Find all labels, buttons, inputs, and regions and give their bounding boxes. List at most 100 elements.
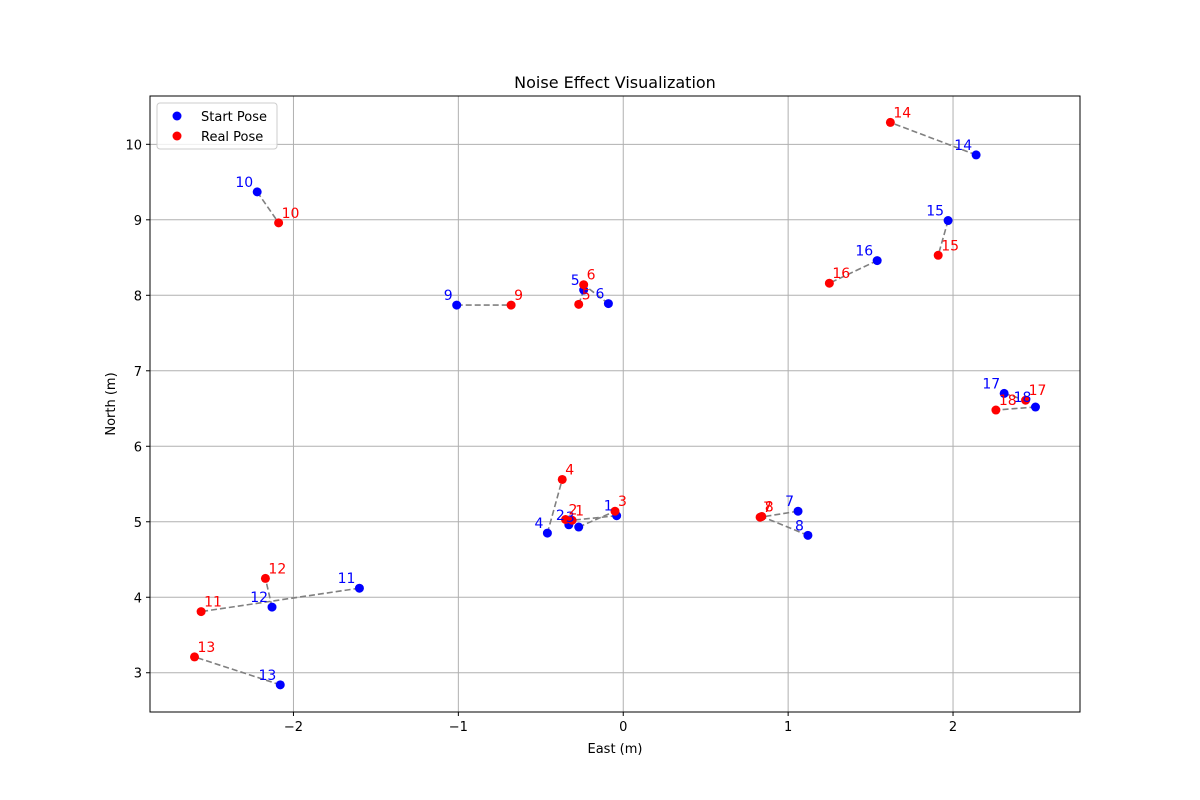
real-pose-label: 10 — [282, 206, 300, 222]
real-pose-point — [274, 218, 284, 228]
x-tick-label: 1 — [784, 720, 792, 735]
real-pose-point — [557, 474, 567, 484]
real-pose-point — [579, 280, 589, 290]
real-pose-label: 13 — [198, 640, 216, 656]
legend-label: Real Pose — [201, 130, 263, 145]
start-pose-label: 13 — [258, 668, 276, 684]
start-pose-point — [354, 583, 364, 593]
start-pose-label: 1 — [604, 499, 613, 515]
real-pose-point — [506, 300, 516, 310]
x-axis-label: East (m) — [588, 742, 643, 757]
x-tick-label: −1 — [449, 720, 468, 735]
noise-connector — [546, 479, 564, 534]
x-tick-label: −2 — [284, 720, 303, 735]
start-pose-label: 11 — [338, 571, 356, 587]
real-pose-label: 4 — [565, 462, 574, 478]
real-pose-label: 6 — [587, 268, 596, 284]
real-pose-point — [991, 405, 1001, 415]
real-pose-point — [567, 515, 577, 525]
real-pose-point — [190, 652, 200, 662]
real-pose-point — [757, 511, 767, 521]
start-pose-label: 12 — [250, 590, 268, 606]
noise-connector — [759, 510, 799, 519]
noise-connector — [572, 514, 617, 522]
real-pose-point — [260, 573, 270, 583]
y-tick-label: 6 — [134, 440, 142, 455]
plot-frame — [149, 95, 1081, 713]
start-pose-point — [803, 530, 813, 540]
start-pose-point — [872, 256, 882, 266]
start-pose-label: 7 — [785, 494, 794, 510]
points — [190, 117, 1040, 690]
connectors — [194, 121, 1036, 686]
start-pose-label: 18 — [1014, 390, 1032, 406]
noise-connector — [761, 515, 809, 537]
start-pose-label: 5 — [571, 273, 580, 289]
real-pose-point — [196, 607, 206, 617]
real-pose-label: 7 — [763, 500, 772, 516]
real-pose-label: 15 — [941, 238, 959, 254]
start-pose-label: 14 — [954, 138, 972, 154]
start-pose-point — [793, 506, 803, 516]
legend-marker — [172, 131, 182, 141]
grid — [150, 96, 1080, 712]
real-pose-label: 14 — [893, 105, 911, 121]
x-tick-label: 2 — [949, 720, 957, 735]
real-pose-label: 1 — [575, 503, 584, 519]
real-pose-point — [561, 515, 571, 524]
real-pose-point — [824, 278, 834, 288]
y-tick-label: 7 — [134, 365, 142, 380]
real-pose-label: 9 — [514, 288, 523, 304]
start-pose-point — [452, 300, 462, 310]
real-pose-label: 11 — [204, 595, 222, 611]
noise-connector — [194, 656, 281, 686]
chart-title: Noise Effect Visualization — [514, 73, 716, 92]
legend-box — [156, 102, 278, 150]
start-pose-point — [275, 680, 285, 690]
start-pose-point — [267, 602, 277, 612]
legend-marker — [172, 111, 182, 121]
real-pose-point — [574, 299, 584, 309]
real-pose-label: 16 — [832, 266, 850, 282]
real-pose-label: 18 — [999, 393, 1017, 409]
noise-connector — [937, 220, 949, 256]
start-pose-label: 4 — [534, 516, 543, 532]
start-pose-label: 15 — [926, 204, 944, 220]
start-pose-label: 17 — [982, 376, 1000, 392]
y-tick-label: 4 — [134, 591, 142, 606]
start-pose-point — [999, 388, 1009, 398]
start-pose-label: 9 — [444, 288, 453, 304]
start-pose-point — [603, 299, 613, 309]
start-pose-label: 8 — [795, 518, 804, 534]
y-axis-label: North (m) — [104, 372, 119, 435]
noise-connector — [578, 510, 616, 528]
point-labels: 12 34567891011121314151617181234567891011… — [198, 105, 1047, 683]
noise-connector — [890, 121, 977, 156]
real-pose-label: 17 — [1029, 383, 1047, 399]
real-pose-label: 2 — [569, 503, 578, 519]
start-pose-point — [574, 522, 584, 532]
start-pose-point — [542, 528, 552, 538]
noise-connector — [995, 406, 1036, 411]
noise-connector — [583, 284, 609, 305]
start-pose-label: 10 — [235, 175, 253, 191]
y-tick-label: 9 — [134, 214, 142, 229]
start-pose-point — [943, 216, 953, 226]
real-pose-label: 8 — [765, 499, 774, 515]
real-pose-point — [933, 250, 943, 260]
y-tick-label: 10 — [125, 138, 142, 153]
real-pose-point — [1021, 395, 1031, 405]
start-pose-label: 6 — [595, 287, 604, 303]
real-pose-point — [610, 506, 620, 516]
noise-connector — [264, 578, 273, 608]
start-pose-point — [1030, 402, 1040, 412]
real-pose-label: 3 — [618, 494, 627, 510]
x-tick-label: 0 — [619, 720, 627, 735]
y-tick-label: 5 — [134, 516, 142, 531]
real-pose-label: 12 — [268, 561, 286, 577]
legend: Start Pose Real Pose — [156, 102, 278, 150]
start-pose-point — [971, 150, 981, 160]
real-pose-point — [885, 117, 895, 127]
